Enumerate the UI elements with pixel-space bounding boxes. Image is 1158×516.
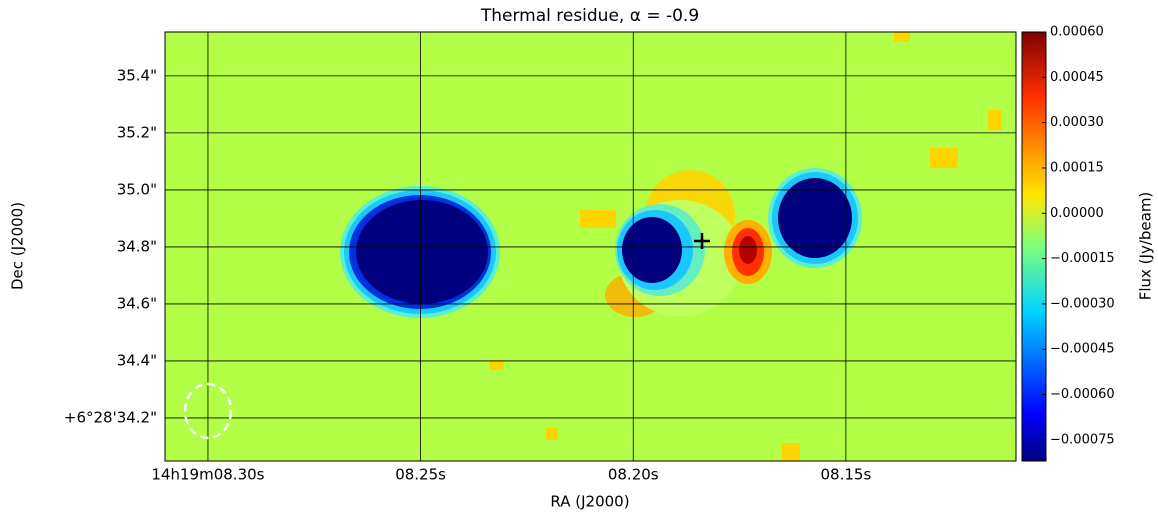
colorbar-tick-label: 0.00030 <box>1050 115 1104 130</box>
center-marker <box>694 233 710 249</box>
colorbar-label: Flux (Jy/beam) <box>1137 192 1155 301</box>
colorbar-tick-label: −0.00015 <box>1050 251 1115 266</box>
y-tick-label: +6°28'34.2" <box>64 408 157 426</box>
x-tick-label: 14h19m08.30s <box>151 466 264 484</box>
x-tick-label: 08.20s <box>608 466 659 484</box>
colorbar-tick-label: 0.00060 <box>1050 25 1104 40</box>
colorbar-tick-label: −0.00030 <box>1050 296 1115 311</box>
colorbar-gradient <box>1021 31 1047 462</box>
colorbar-tick-label: 0.00015 <box>1050 160 1104 175</box>
y-tick-label: 34.6" <box>117 294 157 312</box>
y-tick-label: 34.4" <box>117 351 157 369</box>
y-tick-label: 35.0" <box>117 180 157 198</box>
colorbar-tick-label: −0.00045 <box>1050 342 1115 357</box>
plot-frame <box>164 31 1017 462</box>
colorbar: Flux (Jy/beam) 0.00060 0.00045 0.00030 0.00… <box>1021 25 1155 462</box>
colorbar-tick-label: −0.00060 <box>1050 387 1115 402</box>
y-tick-label: 35.2" <box>117 123 157 141</box>
chart-title: Thermal residue, α = -0.9 <box>480 6 699 26</box>
x-tick-label: 08.25s <box>395 466 446 484</box>
colorbar-tick-label: −0.00075 <box>1050 432 1115 447</box>
y-tick-label: 35.4" <box>117 66 157 84</box>
x-tick-label: 08.15s <box>821 466 872 484</box>
colorbar-tick-label: 0.00045 <box>1050 70 1104 85</box>
grid <box>165 32 1016 461</box>
image <box>165 32 1016 461</box>
beam <box>183 382 233 440</box>
y-axis-label: Dec (J2000) <box>9 202 27 290</box>
y-tick-label: 34.8" <box>117 237 157 255</box>
colorbar-tick-label: 0.00000 <box>1050 206 1104 221</box>
x-axis-label: RA (J2000) <box>550 493 629 511</box>
